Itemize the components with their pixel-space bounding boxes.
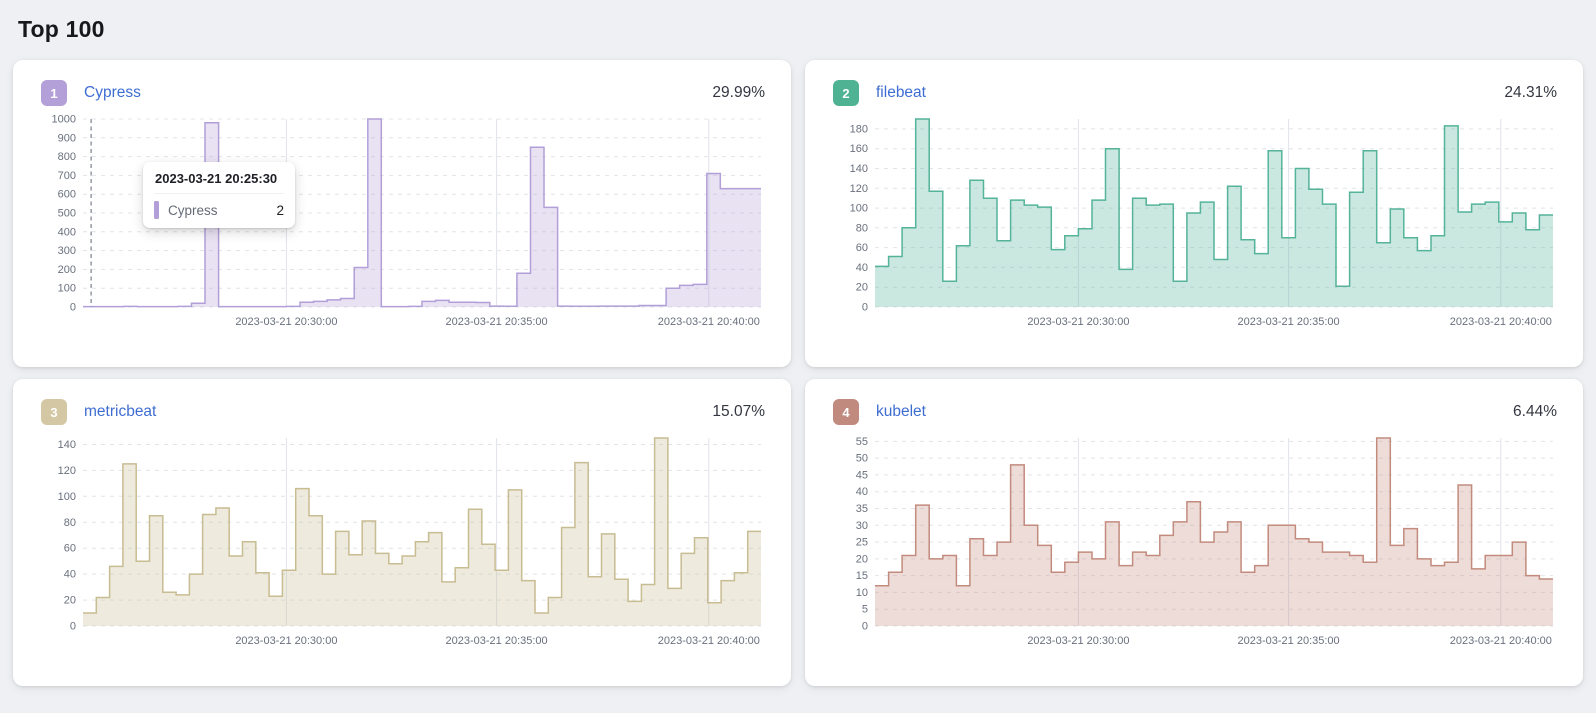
metricbeat-chart[interactable]: 0 20 40 60 80 100 120 140 2023-03-21 20:30:00 202… (39, 432, 765, 650)
tooltip-timestamp: 2023-03-21 20:25:30 (154, 170, 284, 194)
svg-text:2023-03-21 20:35:00: 2023-03-21 20:35:00 (1238, 635, 1340, 647)
svg-text:400: 400 (58, 226, 76, 238)
chart-area: 0 100 200 300 400 500 600 700 800 900 1000 2023-03-… (39, 113, 765, 331)
svg-text:600: 600 (58, 189, 76, 201)
svg-text:200: 200 (58, 264, 76, 276)
svg-text:60: 60 (64, 543, 76, 555)
series-link-cypress[interactable]: Cypress (84, 84, 141, 101)
svg-text:300: 300 (58, 245, 76, 257)
svg-text:100: 100 (58, 283, 76, 295)
svg-text:100: 100 (58, 491, 76, 503)
page-title: Top 100 (18, 16, 105, 42)
svg-text:2023-03-21 20:40:00: 2023-03-21 20:40:00 (658, 316, 760, 328)
svg-text:45: 45 (856, 469, 868, 481)
svg-text:0: 0 (70, 621, 76, 633)
percent-value: 29.99% (712, 84, 765, 101)
svg-text:80: 80 (856, 222, 868, 234)
chart-area: 0 20 40 60 80 100 120 140 2023-03-21 20:30:00 202… (39, 432, 765, 650)
svg-text:120: 120 (850, 183, 868, 195)
svg-text:2023-03-21 20:35:00: 2023-03-21 20:35:00 (446, 635, 548, 647)
rank-badge: 2 (833, 80, 859, 106)
chart-area: 0 5 10 15 20 25 30 35 40 45 50 55 2023-03-21 20:30:0… (831, 432, 1557, 650)
card-header: 4 kubelet 6.44% (831, 399, 1557, 425)
svg-text:900: 900 (58, 132, 76, 144)
chart-area: 0 20 40 60 80 100 120 140 160 180 2023-03-21 20:30… (831, 113, 1557, 331)
svg-text:800: 800 (58, 151, 76, 163)
chart-card-filebeat: 2 filebeat 24.31% 0 20 40 60 80 100 120 140 160 1… (805, 60, 1583, 367)
tooltip-series-name: Cypress (168, 202, 218, 218)
percent-value: 24.31% (1504, 84, 1557, 101)
svg-text:30: 30 (856, 520, 868, 532)
series-link-kubelet[interactable]: kubelet (876, 403, 926, 420)
svg-text:40: 40 (856, 262, 868, 274)
svg-text:2023-03-21 20:30:00: 2023-03-21 20:30:00 (235, 316, 337, 328)
rank-badge: 4 (833, 399, 859, 425)
chart-card-kubelet: 4 kubelet 6.44% 0 5 10 15 20 25 30 35 40 45 50 55 20… (805, 379, 1583, 686)
svg-text:20: 20 (64, 595, 76, 607)
tooltip-row: Cypress 2 (154, 201, 284, 219)
kubelet-chart[interactable]: 0 5 10 15 20 25 30 35 40 45 50 55 2023-03-21 20:30:0… (831, 432, 1557, 650)
svg-text:2023-03-21 20:35:00: 2023-03-21 20:35:00 (446, 316, 548, 328)
svg-text:0: 0 (70, 302, 76, 314)
svg-text:50: 50 (856, 453, 868, 465)
svg-text:140: 140 (850, 163, 868, 175)
rank-badge: 1 (41, 80, 67, 106)
svg-text:180: 180 (850, 123, 868, 135)
rank-badge: 3 (41, 399, 67, 425)
chart-tooltip: 2023-03-21 20:25:30 Cypress 2 (143, 162, 295, 228)
series-link-filebeat[interactable]: filebeat (876, 84, 926, 101)
svg-text:80: 80 (64, 517, 76, 529)
svg-text:20: 20 (856, 553, 868, 565)
chart-card-cypress: 1 Cypress 29.99% 0 100 200 300 400 500 600 700 8… (13, 60, 791, 367)
svg-text:60: 60 (856, 242, 868, 254)
percent-value: 15.07% (712, 403, 765, 420)
svg-text:40: 40 (856, 486, 868, 498)
svg-text:15: 15 (856, 570, 868, 582)
svg-text:2023-03-21 20:30:00: 2023-03-21 20:30:00 (1027, 635, 1129, 647)
svg-text:2023-03-21 20:40:00: 2023-03-21 20:40:00 (1450, 316, 1552, 328)
svg-text:2023-03-21 20:30:00: 2023-03-21 20:30:00 (235, 635, 337, 647)
page: Top 100 1 Cypress 29.99% 0 100 200 300 400 50… (13, 16, 1583, 686)
svg-text:2023-03-21 20:30:00: 2023-03-21 20:30:00 (1027, 316, 1129, 328)
svg-text:500: 500 (58, 208, 76, 220)
percent-value: 6.44% (1513, 403, 1557, 420)
card-header: 1 Cypress 29.99% (39, 80, 765, 106)
svg-text:0: 0 (862, 621, 868, 633)
svg-text:1000: 1000 (52, 114, 76, 126)
svg-text:40: 40 (64, 569, 76, 581)
svg-text:140: 140 (58, 439, 76, 451)
svg-text:2023-03-21 20:40:00: 2023-03-21 20:40:00 (1450, 635, 1552, 647)
svg-text:35: 35 (856, 503, 868, 515)
card-header: 2 filebeat 24.31% (831, 80, 1557, 106)
svg-text:2023-03-21 20:35:00: 2023-03-21 20:35:00 (1238, 316, 1340, 328)
svg-text:25: 25 (856, 537, 868, 549)
tooltip-value: 2 (276, 202, 284, 218)
svg-text:120: 120 (58, 465, 76, 477)
svg-text:0: 0 (862, 302, 868, 314)
svg-text:100: 100 (850, 203, 868, 215)
svg-text:2023-03-21 20:40:00: 2023-03-21 20:40:00 (658, 635, 760, 647)
series-swatch-icon (154, 201, 159, 219)
svg-text:700: 700 (58, 170, 76, 182)
cards-grid: 1 Cypress 29.99% 0 100 200 300 400 500 600 700 8… (13, 60, 1583, 686)
svg-text:55: 55 (856, 436, 868, 448)
svg-text:5: 5 (862, 604, 868, 616)
chart-card-metricbeat: 3 metricbeat 15.07% 0 20 40 60 80 100 120 140 20… (13, 379, 791, 686)
series-link-metricbeat[interactable]: metricbeat (84, 403, 157, 420)
card-header: 3 metricbeat 15.07% (39, 399, 765, 425)
svg-text:20: 20 (856, 282, 868, 294)
svg-text:160: 160 (850, 143, 868, 155)
filebeat-chart[interactable]: 0 20 40 60 80 100 120 140 160 180 2023-03-21 20:30… (831, 113, 1557, 331)
svg-text:10: 10 (856, 587, 868, 599)
